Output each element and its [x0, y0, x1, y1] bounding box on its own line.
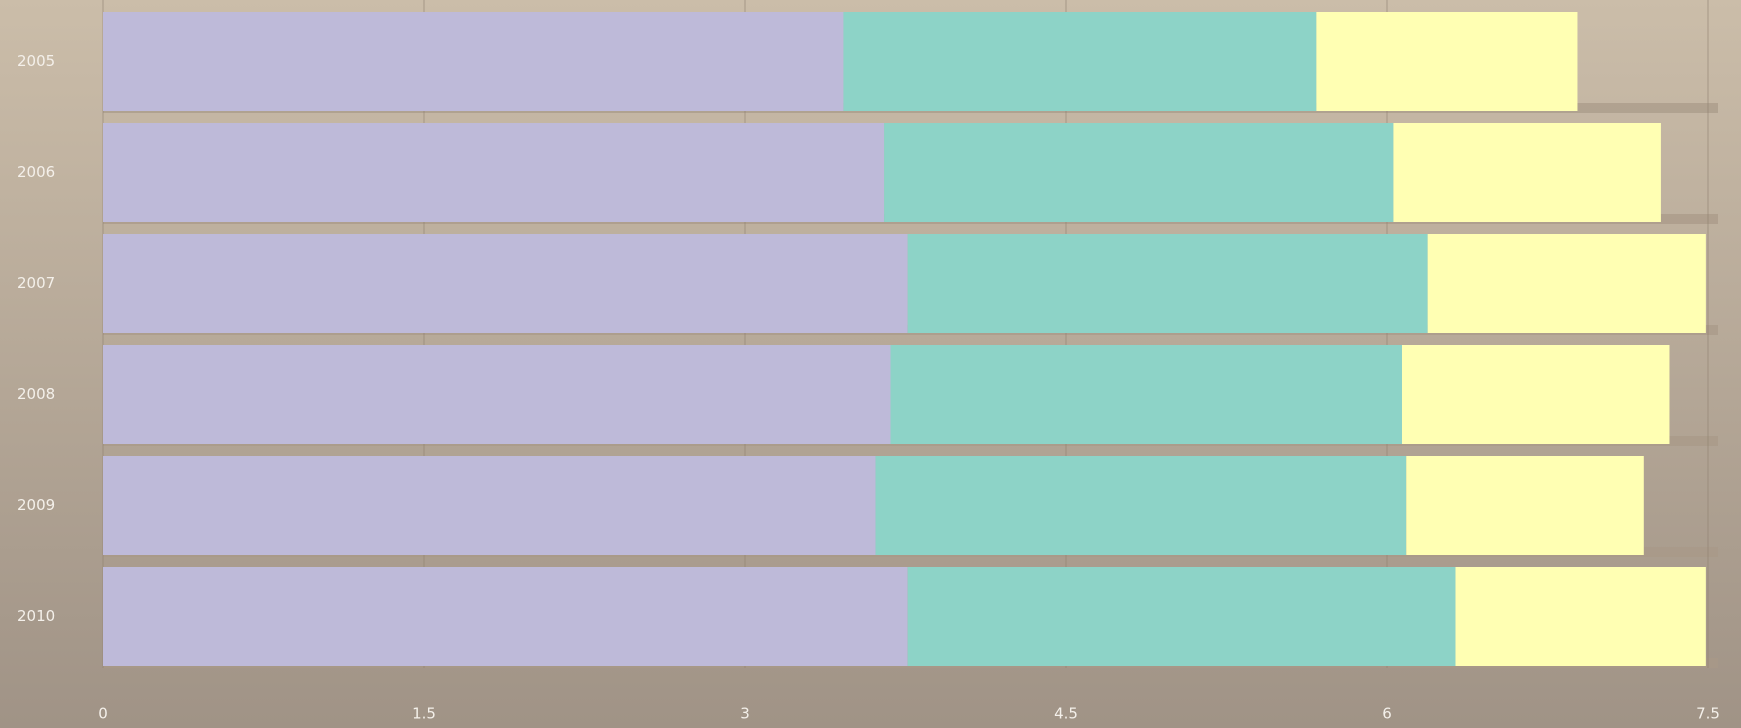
y-tick-label: 2007 — [17, 274, 55, 292]
y-tick-label: 2009 — [17, 496, 55, 514]
bar-segment — [907, 234, 1428, 333]
x-tick-label: 6 — [1382, 705, 1392, 723]
y-tick-label: 2006 — [17, 163, 55, 181]
bar-segment — [103, 12, 844, 111]
bar-segment — [1455, 567, 1706, 666]
y-tick-label: 2005 — [17, 52, 55, 70]
bar-segment — [843, 12, 1317, 111]
plot-area: 0 1.5 3 4.5 6 7.5 2005 2006 2007 2008 2009 2010 — [17, 0, 1720, 723]
bar-segment — [103, 345, 891, 444]
y-tick-label: 2010 — [17, 607, 55, 625]
x-tick-label: 4.5 — [1054, 705, 1078, 723]
bar-segment — [103, 234, 908, 333]
x-tick-label: 7.5 — [1696, 705, 1720, 723]
bar-segment — [875, 456, 1407, 555]
bar-segment — [1401, 345, 1670, 444]
bar-segment — [1406, 456, 1644, 555]
bar-segment — [1393, 123, 1661, 222]
bar-segment — [103, 456, 876, 555]
bar-segment — [1427, 234, 1706, 333]
x-tick-label: 1.5 — [412, 705, 436, 723]
bar-segment — [103, 123, 885, 222]
bar-segment — [884, 123, 1394, 222]
bar-segment — [103, 567, 908, 666]
y-tick-label: 2008 — [17, 385, 55, 403]
bar-segment — [907, 567, 1456, 666]
bar-segment — [1316, 12, 1578, 111]
bar-segment — [890, 345, 1402, 444]
x-tick-label: 0 — [98, 705, 108, 723]
x-tick-label: 3 — [740, 705, 750, 723]
